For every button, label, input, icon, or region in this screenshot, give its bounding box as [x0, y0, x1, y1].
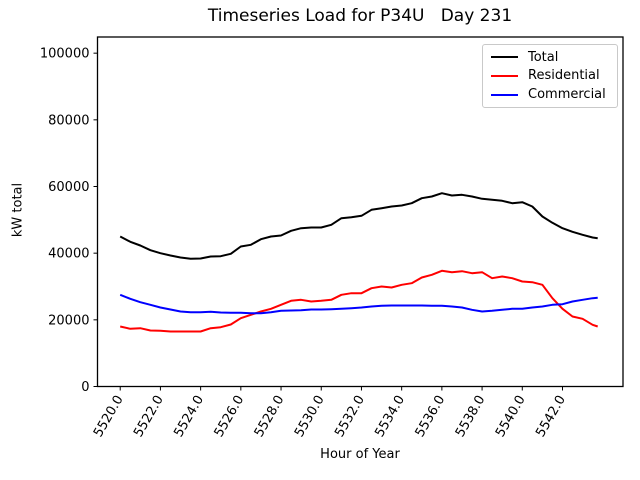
legend-label: Commercial: [528, 87, 606, 103]
x-tick-label: 5522.0: [131, 393, 167, 440]
y-tick-label: 20000: [48, 313, 89, 328]
y-tick-label: 40000: [48, 247, 89, 262]
legend-item-total: Total: [483, 51, 617, 64]
legend: Total Residential Commercial: [482, 44, 618, 108]
x-tick-label: 5540.0: [493, 393, 529, 440]
legend-label: Total: [528, 49, 559, 65]
axes-frame: [96, 36, 624, 388]
x-tick-label: 5538.0: [453, 393, 489, 440]
x-tick-label: 5536.0: [413, 393, 449, 440]
chart-title: Timeseries Load for P34U Day 231: [207, 6, 513, 26]
x-tick-label: 5530.0: [292, 393, 328, 440]
legend-label: Residential: [528, 68, 600, 84]
x-tick-label: 5524.0: [171, 393, 207, 440]
x-tick-label: 5532.0: [332, 393, 368, 440]
x-tick-label: 5526.0: [212, 393, 248, 440]
legend-line-sample: [491, 93, 518, 96]
y-tick-label: 100000: [40, 47, 90, 62]
series-line-commercial: [119, 293, 598, 315]
x-axis-label: Hour of Year: [320, 447, 400, 462]
y-tick-label: 0: [81, 380, 89, 395]
y-tick-label: 80000: [48, 113, 89, 128]
series-line-total: [119, 192, 598, 260]
series-line-residential: [119, 269, 599, 333]
x-tick-label: 5528.0: [252, 393, 288, 440]
y-axis-label: kW total: [10, 182, 26, 238]
legend-item-commercial: Commercial: [483, 88, 617, 101]
x-tick-label: 5534.0: [372, 393, 408, 440]
legend-line-sample: [491, 56, 518, 59]
legend-item-residential: Residential: [483, 69, 617, 82]
x-tick-label: 5542.0: [533, 393, 569, 440]
y-tick-label: 60000: [48, 180, 89, 195]
legend-line-sample: [491, 74, 518, 77]
x-tick-label: 5520.0: [91, 393, 127, 440]
